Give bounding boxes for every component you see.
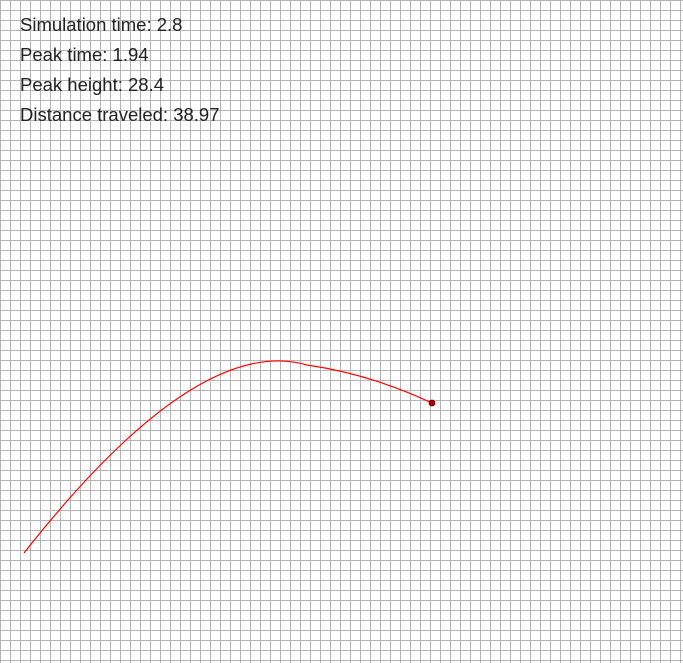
peak-time-label: Peak time: 1.94 <box>20 44 149 65</box>
peak-height-label: Peak height: 28.4 <box>20 74 164 95</box>
distance-traveled-label: Distance traveled: 38.97 <box>20 104 220 125</box>
projectile <box>428 399 436 407</box>
trajectory-path <box>23 360 433 554</box>
stats-panel: Simulation time: 2.8 Peak time: 1.94 Pea… <box>20 10 220 130</box>
simulation-time-label: Simulation time: 2.8 <box>20 14 183 35</box>
